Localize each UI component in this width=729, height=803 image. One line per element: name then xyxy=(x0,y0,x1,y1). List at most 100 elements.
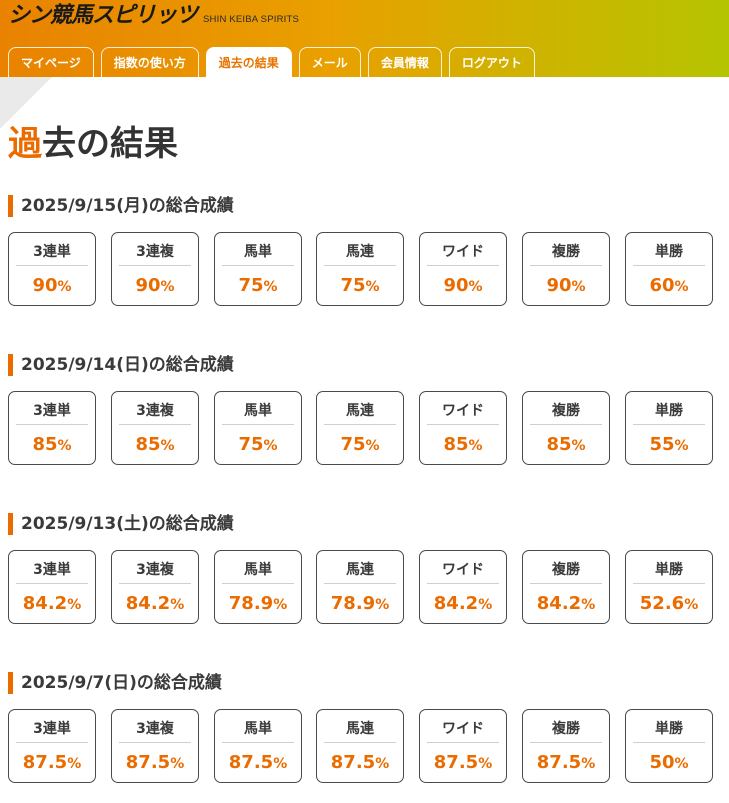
logo-text: シン競馬スピリッツ xyxy=(8,3,198,28)
result-card: 3連複 90% xyxy=(111,232,199,306)
hit-rate-value: 87.5% xyxy=(317,751,403,776)
bet-type-label: 3連複 xyxy=(119,239,191,266)
hit-rate-number: 87.5 xyxy=(536,752,582,773)
hit-rate-value: 87.5% xyxy=(420,751,506,776)
tab-label: 過去の結果 xyxy=(218,56,279,70)
result-card: 馬連 78.9% xyxy=(316,550,404,624)
bet-type-label: 3連複 xyxy=(119,557,191,584)
result-section: 2025/9/14(日)の総合成績 3連単 85% 3連複 85% 馬単 75% 馬連 75% ワ… xyxy=(8,354,714,465)
hit-rate-value: 75% xyxy=(317,433,403,458)
hit-rate-value: 85% xyxy=(112,433,198,458)
tab-label: 会員情報 xyxy=(380,56,429,70)
hit-rate-number: 78.9 xyxy=(330,593,376,614)
result-card: 3連単 84.2% xyxy=(8,550,96,624)
hit-rate-number: 84.2 xyxy=(125,593,171,614)
page-title: 過去の結果 xyxy=(8,118,178,170)
hit-rate-number: 75 xyxy=(340,275,366,296)
result-card: 単勝 52.6% xyxy=(625,550,713,624)
section-title: 2025/9/14(日)の総合成績 xyxy=(8,354,714,376)
result-card: 複勝 90% xyxy=(522,232,610,306)
hit-rate-value: 84.2% xyxy=(112,592,198,617)
bet-type-label: 複勝 xyxy=(530,239,602,266)
hit-rate-number: 84.2 xyxy=(22,593,68,614)
hit-rate-number: 90 xyxy=(32,275,58,296)
percent-unit: % xyxy=(684,597,699,613)
logo-subtitle: SHIN KEIBA SPIRITS xyxy=(203,14,300,25)
tab-mail[interactable]: メール xyxy=(298,47,361,77)
tab-member-info[interactable]: 会員情報 xyxy=(367,47,442,77)
percent-unit: % xyxy=(57,279,72,295)
hit-rate-number: 50 xyxy=(649,752,675,773)
result-card: 3連単 90% xyxy=(8,232,96,306)
percent-unit: % xyxy=(170,597,185,613)
hit-rate-value: 55% xyxy=(626,433,712,458)
percent-unit: % xyxy=(581,756,596,772)
result-card: ワイド 87.5% xyxy=(419,709,507,783)
bet-type-label: 複勝 xyxy=(530,716,602,743)
result-card: 複勝 87.5% xyxy=(522,709,610,783)
result-card: 3連複 84.2% xyxy=(111,550,199,624)
percent-unit: % xyxy=(478,597,493,613)
hit-rate-number: 87.5 xyxy=(330,752,376,773)
hit-rate-number: 52.6 xyxy=(639,593,685,614)
result-card: 馬単 87.5% xyxy=(214,709,302,783)
tab-past-results[interactable]: 過去の結果 xyxy=(205,47,292,77)
percent-unit: % xyxy=(571,438,586,454)
hit-rate-number: 85 xyxy=(443,434,469,455)
percent-unit: % xyxy=(67,597,82,613)
tab-how-to-use[interactable]: 指数の使い方 xyxy=(100,47,199,77)
hit-rate-number: 90 xyxy=(135,275,161,296)
site-header: シン競馬スピリッツ SHIN KEIBA SPIRITS マイページ 指数の使い… xyxy=(0,0,729,77)
percent-unit: % xyxy=(263,279,278,295)
percent-unit: % xyxy=(581,597,596,613)
percent-unit: % xyxy=(57,438,72,454)
bet-type-label: 馬単 xyxy=(222,716,294,743)
result-card: ワイド 90% xyxy=(419,232,507,306)
section-title: 2025/9/7(日)の総合成績 xyxy=(8,672,714,694)
tab-label: 指数の使い方 xyxy=(113,56,186,70)
hit-rate-value: 84.2% xyxy=(420,592,506,617)
result-card: 複勝 84.2% xyxy=(522,550,610,624)
result-card: 3連単 87.5% xyxy=(8,709,96,783)
hit-rate-value: 84.2% xyxy=(9,592,95,617)
result-card: 3連単 85% xyxy=(8,391,96,465)
percent-unit: % xyxy=(67,756,82,772)
hit-rate-number: 55 xyxy=(649,434,675,455)
bet-type-label: 3連複 xyxy=(119,716,191,743)
hit-rate-value: 85% xyxy=(523,433,609,458)
hit-rate-number: 90 xyxy=(443,275,469,296)
bet-type-label: ワイド xyxy=(427,557,499,584)
tab-logout[interactable]: ログアウト xyxy=(448,47,535,77)
percent-unit: % xyxy=(273,597,288,613)
hit-rate-value: 90% xyxy=(420,274,506,299)
result-card: 単勝 50% xyxy=(625,709,713,783)
site-logo[interactable]: シン競馬スピリッツ SHIN KEIBA SPIRITS xyxy=(8,2,299,30)
hit-rate-number: 87.5 xyxy=(22,752,68,773)
result-card: 単勝 55% xyxy=(625,391,713,465)
hit-rate-value: 87.5% xyxy=(9,751,95,776)
hit-rate-value: 50% xyxy=(626,751,712,776)
hit-rate-number: 84.2 xyxy=(433,593,479,614)
percent-unit: % xyxy=(263,438,278,454)
hit-rate-value: 87.5% xyxy=(215,751,301,776)
tab-mypage[interactable]: マイページ xyxy=(8,47,94,77)
result-card: 馬単 78.9% xyxy=(214,550,302,624)
result-card: 単勝 60% xyxy=(625,232,713,306)
bet-type-label: 複勝 xyxy=(530,557,602,584)
bet-type-label: 複勝 xyxy=(530,398,602,425)
result-card: 馬連 75% xyxy=(316,391,404,465)
hit-rate-value: 87.5% xyxy=(523,751,609,776)
hit-rate-number: 87.5 xyxy=(433,752,479,773)
percent-unit: % xyxy=(170,756,185,772)
result-card: 3連複 87.5% xyxy=(111,709,199,783)
percent-unit: % xyxy=(468,279,483,295)
hit-rate-value: 60% xyxy=(626,274,712,299)
bet-type-label: ワイド xyxy=(427,716,499,743)
section-title: 2025/9/13(土)の総合成績 xyxy=(8,513,714,535)
percent-unit: % xyxy=(160,279,175,295)
bet-type-label: ワイド xyxy=(427,398,499,425)
hit-rate-number: 87.5 xyxy=(125,752,171,773)
hit-rate-number: 87.5 xyxy=(228,752,274,773)
percent-unit: % xyxy=(365,279,380,295)
hit-rate-value: 75% xyxy=(317,274,403,299)
